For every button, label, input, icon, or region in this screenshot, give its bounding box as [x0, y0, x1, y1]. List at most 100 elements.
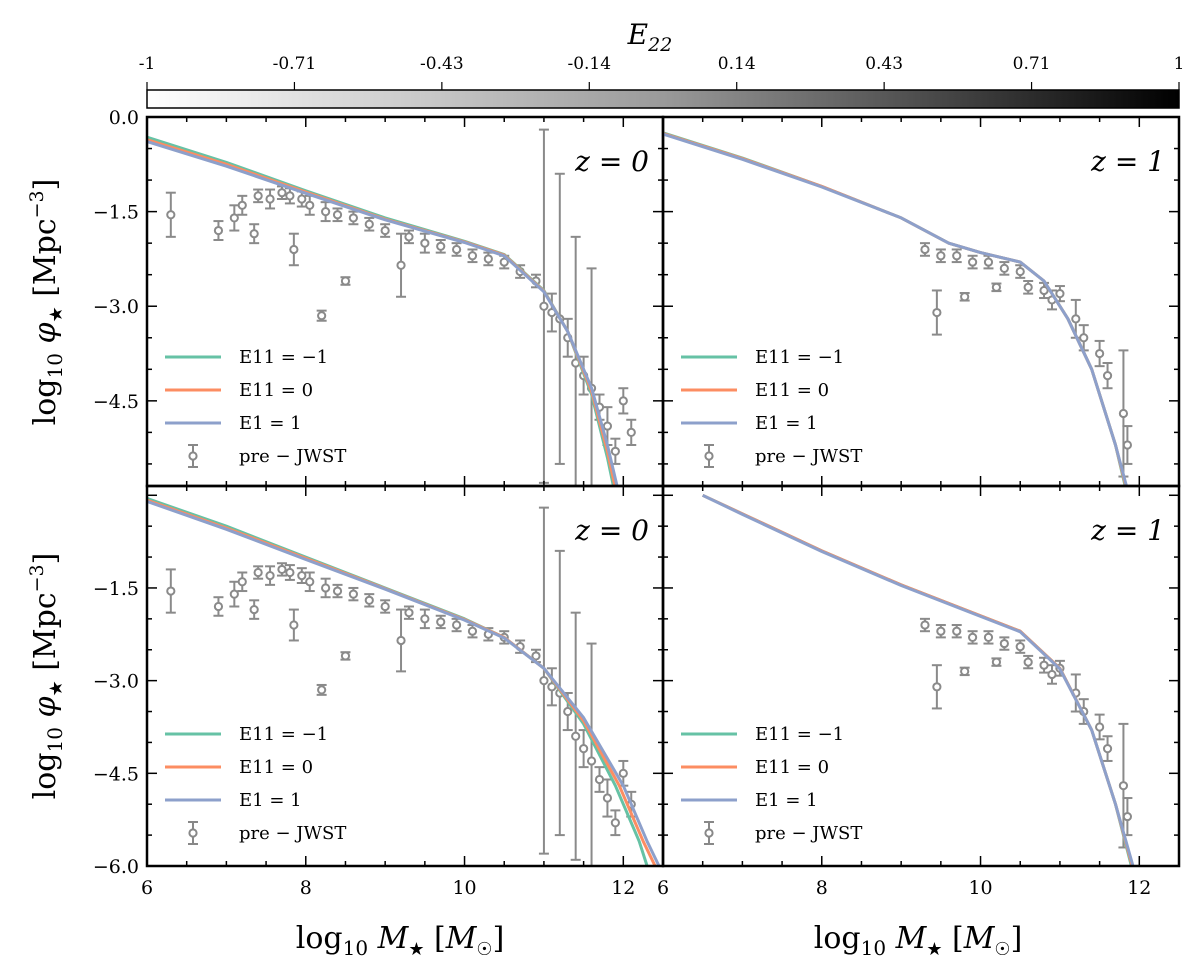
- y-tick-label: −1.5: [93, 578, 139, 600]
- data-point: [1015, 642, 1025, 652]
- data-point: [960, 666, 970, 676]
- data-point: [618, 396, 628, 406]
- colorbar-tick-label: 0.43: [865, 54, 903, 74]
- data-point: [213, 601, 224, 612]
- data-point: [626, 427, 636, 437]
- data-point: [348, 589, 358, 599]
- data-point: [1095, 722, 1105, 732]
- colorbar-title: E22: [627, 18, 673, 56]
- y-axis-label-bottom: log10 φ★ [Mpc−3]: [26, 553, 67, 800]
- data-point: [920, 620, 930, 630]
- series-line-1: [663, 131, 1127, 486]
- redshift-label: z = 0: [574, 145, 649, 178]
- data-point: [321, 583, 331, 593]
- data-point: [571, 731, 581, 741]
- colorbar-tick-label: 0.71: [1013, 54, 1051, 74]
- legend: E11 = −1 E11 = 0 E1 = 1 pre − JWST: [681, 347, 862, 468]
- data-point: [285, 191, 295, 201]
- colorbar-tick-label: -1: [139, 54, 156, 74]
- data-point: [1039, 285, 1049, 296]
- colorbar-tick-label: -0.14: [567, 54, 611, 74]
- data-point: [1102, 744, 1113, 754]
- data-point: [920, 244, 930, 255]
- data-point: [579, 744, 589, 754]
- data-point: [1023, 282, 1033, 292]
- data-point: [237, 577, 247, 587]
- data-point: [968, 257, 978, 267]
- data-point: [968, 632, 978, 642]
- data-point: [602, 421, 613, 431]
- data-point: [380, 225, 390, 236]
- y-axis-ticks: [147, 494, 663, 867]
- data-point: [253, 567, 263, 578]
- data-point: [1079, 333, 1089, 343]
- data-point: [436, 617, 446, 627]
- data-point: [265, 194, 275, 204]
- data-point: [317, 685, 327, 695]
- y-axis-label-top: log10 φ★ [Mpc−3]: [26, 179, 67, 426]
- data-point: [467, 251, 478, 261]
- data-point: [610, 818, 620, 828]
- data-point: [991, 282, 1002, 292]
- y-tick-label: −4.5: [93, 763, 139, 785]
- panel-frame: [661, 484, 1181, 868]
- panel-top-right: z = 1 E11 = −1 E11 = 0 E1 = 1 pre − JWST: [661, 115, 1181, 488]
- x-axis-label-left: log10 M★ [M☉]: [296, 921, 505, 960]
- data-point: [467, 626, 478, 636]
- data-point: [396, 635, 406, 646]
- y-tick-label: −6.0: [93, 856, 139, 878]
- data-point: [340, 276, 351, 286]
- legend: E11 = −1 E11 = 0 E1 = 1 pre − JWST: [165, 347, 346, 468]
- legend: E11 = −1 E11 = 0 E1 = 1 pre − JWST: [681, 724, 862, 845]
- data-point: [289, 620, 299, 630]
- redshift-label: z = 1: [1090, 145, 1165, 178]
- data-point: [936, 626, 946, 636]
- data-point: [277, 188, 287, 198]
- data-point: [277, 564, 287, 575]
- redshift-label: z = 1: [1090, 514, 1165, 547]
- data-point: [983, 257, 994, 267]
- colorbar: [146, 89, 1180, 109]
- legend-label: pre − JWST: [239, 446, 346, 467]
- data-point: [952, 626, 962, 636]
- data-point: [332, 210, 343, 220]
- data-point: [952, 251, 962, 261]
- data-point: [305, 200, 315, 210]
- data-point: [1039, 660, 1049, 670]
- colorbar-tick-label: 0.14: [718, 54, 756, 74]
- data-point: [452, 244, 462, 255]
- x-tick-label: 8: [816, 877, 828, 899]
- legend-marker: [188, 451, 198, 461]
- data-point: [305, 577, 315, 587]
- legend-label: E11 = 0: [755, 757, 829, 778]
- colorbar-tick-label: -0.71: [273, 54, 317, 74]
- series-line-3: [702, 493, 1135, 866]
- redshift-label: z = 0: [574, 514, 649, 547]
- series-line-3: [147, 499, 661, 866]
- legend-label: E11 = −1: [755, 347, 844, 368]
- y-axis-ticks: [663, 494, 1179, 867]
- data-point: [531, 651, 541, 661]
- legend-label: E1 = 1: [755, 790, 818, 811]
- data-point: [1055, 289, 1065, 299]
- data-point: [1047, 669, 1057, 680]
- legend-label: E1 = 1: [239, 790, 302, 811]
- plot-area: [147, 128, 637, 486]
- data-point: [618, 768, 628, 778]
- data-point: [213, 225, 224, 236]
- data-point: [396, 260, 406, 270]
- legend-marker: [704, 828, 714, 838]
- data-point: [229, 589, 239, 599]
- x-tick-label: 8: [300, 877, 312, 899]
- series-line-2: [147, 498, 657, 866]
- x-axis-label-right: log10 M★ [M☉]: [814, 921, 1023, 960]
- data-point: [610, 446, 620, 456]
- data-point: [1118, 781, 1129, 791]
- x-tick-label: 10: [452, 877, 476, 899]
- plot-area: [663, 131, 1133, 486]
- data-point: [237, 200, 247, 210]
- data-point: [321, 207, 331, 217]
- data-point: [1118, 408, 1129, 419]
- x-axis-ticks: [662, 117, 1180, 486]
